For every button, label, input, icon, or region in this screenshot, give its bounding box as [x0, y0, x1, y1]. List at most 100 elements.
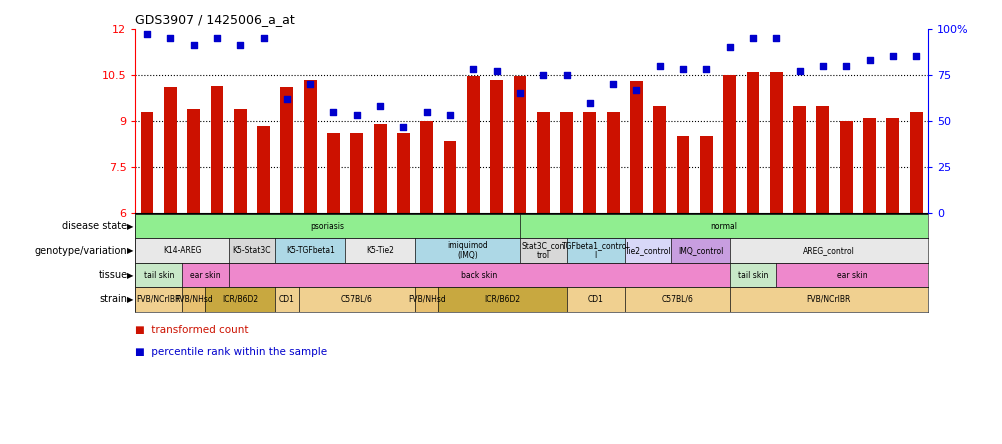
- Text: ▶: ▶: [127, 246, 133, 255]
- Point: [651, 62, 667, 69]
- Bar: [699, 136, 712, 213]
- Text: K5-Stat3C: K5-Stat3C: [232, 246, 271, 255]
- Text: ear skin: ear skin: [836, 270, 867, 280]
- Bar: [181, 287, 205, 312]
- Bar: [624, 287, 729, 312]
- Point: [907, 53, 923, 60]
- Point: [349, 112, 365, 119]
- Text: AREG_control: AREG_control: [802, 246, 854, 255]
- Text: FVB/NHsd: FVB/NHsd: [408, 295, 445, 304]
- Point: [302, 81, 318, 88]
- Point: [721, 44, 737, 51]
- Bar: [210, 86, 223, 213]
- Text: ▶: ▶: [127, 270, 133, 280]
- Point: [256, 35, 272, 42]
- Text: Stat3C_con
trol: Stat3C_con trol: [521, 241, 564, 260]
- Text: FVB/NCrIBR: FVB/NCrIBR: [136, 295, 180, 304]
- Bar: [729, 238, 927, 263]
- Text: ■  transformed count: ■ transformed count: [135, 325, 248, 335]
- Bar: [886, 118, 899, 213]
- Bar: [181, 263, 228, 287]
- Text: genotype/variation: genotype/variation: [35, 246, 127, 256]
- Bar: [163, 87, 176, 213]
- Bar: [205, 287, 275, 312]
- Point: [139, 31, 155, 38]
- Point: [791, 67, 807, 75]
- Bar: [816, 106, 829, 213]
- Point: [814, 62, 830, 69]
- Bar: [583, 112, 595, 213]
- Bar: [228, 238, 275, 263]
- Bar: [467, 76, 479, 213]
- Text: FVB/NHsd: FVB/NHsd: [174, 295, 212, 304]
- Bar: [839, 121, 852, 213]
- Point: [744, 35, 761, 42]
- Text: K14-AREG: K14-AREG: [162, 246, 201, 255]
- Text: tail skin: tail skin: [143, 270, 173, 280]
- Point: [511, 90, 527, 97]
- Point: [208, 35, 224, 42]
- Bar: [606, 112, 619, 213]
- Point: [838, 62, 854, 69]
- Bar: [438, 287, 566, 312]
- Text: K5-Tie2: K5-Tie2: [366, 246, 394, 255]
- Bar: [135, 214, 519, 238]
- Text: K5-TGFbeta1: K5-TGFbeta1: [286, 246, 335, 255]
- Point: [768, 35, 784, 42]
- Text: FVB/NCrIBR: FVB/NCrIBR: [806, 295, 850, 304]
- Point: [395, 123, 411, 130]
- Point: [488, 67, 504, 75]
- Bar: [566, 238, 624, 263]
- Point: [535, 71, 551, 79]
- Point: [861, 57, 877, 64]
- Bar: [770, 72, 782, 213]
- Text: IMQ_control: IMQ_control: [677, 246, 722, 255]
- Bar: [745, 72, 759, 213]
- Text: psoriasis: psoriasis: [311, 222, 345, 231]
- Text: disease state: disease state: [62, 221, 127, 231]
- Text: CD1: CD1: [279, 295, 295, 304]
- Text: strain: strain: [99, 294, 127, 305]
- Bar: [350, 133, 363, 213]
- Text: GDS3907 / 1425006_a_at: GDS3907 / 1425006_a_at: [135, 13, 295, 26]
- Bar: [345, 238, 415, 263]
- Text: imiquimod
(IMQ): imiquimod (IMQ): [447, 241, 487, 260]
- Bar: [420, 121, 433, 213]
- Point: [697, 66, 713, 73]
- Text: ▶: ▶: [127, 222, 133, 231]
- Text: CD1: CD1: [587, 295, 603, 304]
- Bar: [863, 118, 875, 213]
- Bar: [281, 87, 293, 213]
- Bar: [374, 124, 386, 213]
- Point: [442, 112, 458, 119]
- Point: [372, 103, 388, 110]
- Bar: [909, 112, 922, 213]
- Bar: [519, 214, 927, 238]
- Bar: [722, 75, 735, 213]
- Bar: [776, 263, 927, 287]
- Bar: [566, 287, 624, 312]
- Bar: [140, 112, 153, 213]
- Bar: [304, 79, 317, 213]
- Text: back skin: back skin: [461, 270, 497, 280]
- Text: C57BL/6: C57BL/6: [660, 295, 692, 304]
- Point: [604, 81, 620, 88]
- Point: [581, 99, 597, 106]
- Bar: [135, 263, 181, 287]
- Text: ▶: ▶: [127, 295, 133, 304]
- Bar: [519, 238, 566, 263]
- Bar: [536, 112, 549, 213]
- Point: [232, 42, 248, 49]
- Bar: [327, 133, 340, 213]
- Bar: [670, 238, 729, 263]
- Point: [558, 71, 574, 79]
- Bar: [233, 109, 246, 213]
- Bar: [490, 79, 503, 213]
- Bar: [135, 287, 181, 312]
- Text: tissue: tissue: [98, 270, 127, 280]
- Point: [674, 66, 690, 73]
- Text: Tie2_control: Tie2_control: [624, 246, 670, 255]
- Bar: [187, 109, 199, 213]
- Bar: [275, 238, 345, 263]
- Text: ■  percentile rank within the sample: ■ percentile rank within the sample: [135, 347, 328, 357]
